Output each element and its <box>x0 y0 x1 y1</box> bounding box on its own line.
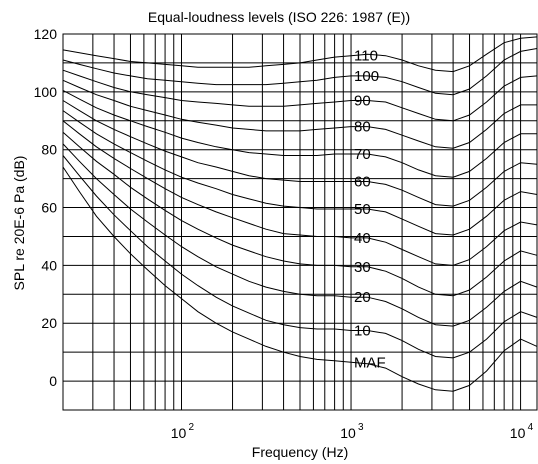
loudness-curve-110 <box>62 36 538 73</box>
x-tick-label: 10 <box>340 425 356 441</box>
x-tick-exponent: 3 <box>358 422 364 433</box>
loudness-curve-40 <box>62 120 538 266</box>
curve-label-10: 10 <box>354 322 371 339</box>
chart-title: Equal-loudness levels (ISO 226: 1987 (E)… <box>148 9 410 25</box>
curve-label-30: 30 <box>354 259 371 276</box>
curve-label-20: 20 <box>354 289 371 306</box>
curve-label-70: 70 <box>354 146 371 163</box>
loudness-curve-70 <box>62 89 537 178</box>
curve-labels: MAF 10 20 30 40 50 60 70 80 90 100 110 <box>354 48 386 372</box>
plot-frame <box>62 33 538 411</box>
x-tick-label: 10 <box>510 425 526 441</box>
loudness-curve-20 <box>62 143 538 327</box>
loudness-curve-30 <box>62 131 538 297</box>
y-axis-label: SPL re 20E-6 Pa (dB) <box>11 156 27 291</box>
loudness-curve-50 <box>62 110 538 236</box>
curve-label-maf: MAF <box>354 354 386 371</box>
loudness-curve-60 <box>62 100 538 207</box>
loudness-curve-10 <box>62 155 538 359</box>
y-tick-label: 100 <box>34 84 58 100</box>
loudness-curve-80 <box>62 79 537 149</box>
curve-label-40: 40 <box>354 230 371 247</box>
y-axis-ticks: 0 20 40 60 80 100 120 <box>34 26 58 389</box>
x-tick-exponent: 4 <box>528 422 534 433</box>
curve-label-110: 110 <box>354 48 378 65</box>
curve-label-60: 60 <box>354 174 371 191</box>
curve-label-100: 100 <box>354 68 379 85</box>
x-tick-exponent: 2 <box>189 422 195 433</box>
curve-label-90: 90 <box>354 93 371 110</box>
loudness-curve-maf <box>62 166 538 392</box>
x-tick-label: 10 <box>171 425 187 441</box>
x-axis-label: Frequency (Hz) <box>252 444 348 460</box>
curves <box>62 36 538 392</box>
loudness-curve-90 <box>62 69 538 122</box>
y-tick-label: 120 <box>34 26 58 42</box>
y-tick-label: 40 <box>41 257 57 273</box>
grid <box>63 34 537 410</box>
loudness-curve-100 <box>62 48 538 96</box>
curve-label-50: 50 <box>354 201 371 218</box>
curve-label-80: 80 <box>354 119 371 136</box>
y-tick-label: 80 <box>41 142 57 158</box>
y-tick-label: 0 <box>49 373 57 389</box>
y-tick-label: 60 <box>41 200 57 216</box>
x-axis-ticks: 10 2 10 3 10 4 <box>171 422 534 441</box>
y-tick-label: 20 <box>41 315 57 331</box>
